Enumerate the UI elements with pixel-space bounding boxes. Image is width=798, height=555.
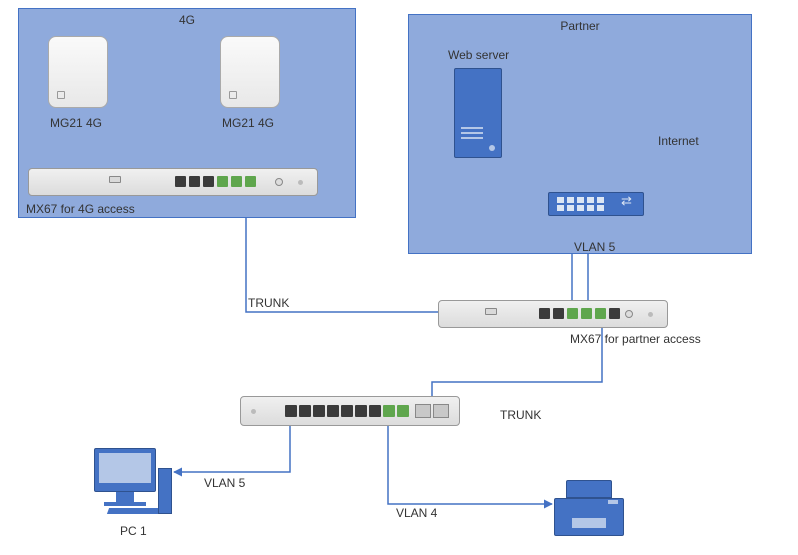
label-vlan5-top: VLAN 5	[574, 240, 615, 254]
device-blue-switch: ⇄	[548, 192, 644, 216]
device-grey-switch	[240, 396, 460, 426]
label-pc1: PC 1	[120, 524, 147, 538]
label-vlan5-bottom: VLAN 5	[204, 476, 245, 490]
device-ap2	[220, 36, 280, 108]
label-mx-4g: MX67 for 4G access	[26, 202, 135, 216]
label-trunk2: TRUNK	[500, 408, 541, 422]
device-ap1	[48, 36, 108, 108]
device-mx-4g	[28, 168, 318, 196]
label-trunk1: TRUNK	[248, 296, 289, 310]
device-webserver	[454, 68, 502, 158]
device-pc1	[94, 448, 172, 518]
link-vlan4-printer	[388, 426, 552, 504]
link-vlan5-pc1	[174, 426, 290, 472]
diagram-canvas: 4G Partner MG21 4G MG21 4G MX67 for 4G a…	[0, 0, 798, 555]
label-webserver: Web server	[448, 48, 509, 62]
label-ap1: MG21 4G	[50, 116, 102, 130]
label-mx-partner: MX67 for partner access	[570, 332, 701, 346]
zone-partner-title: Partner	[409, 19, 751, 33]
zone-4g-title: 4G	[19, 13, 355, 27]
label-internet: Internet	[658, 134, 699, 148]
label-vlan4: VLAN 4	[396, 506, 437, 520]
device-printer	[554, 480, 624, 536]
device-mx-partner	[438, 300, 668, 328]
label-ap2: MG21 4G	[222, 116, 274, 130]
switch-icon: ⇄	[621, 197, 637, 213]
